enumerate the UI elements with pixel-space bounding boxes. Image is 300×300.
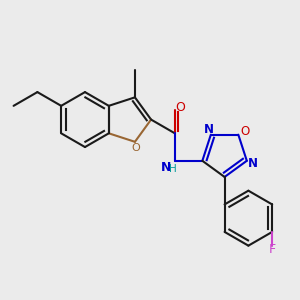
Text: O: O [241,125,250,138]
Text: O: O [131,143,140,153]
Text: H: H [169,164,177,174]
Text: N: N [204,123,214,136]
Text: F: F [268,243,276,256]
Text: N: N [161,161,171,174]
Text: N: N [248,157,258,170]
Text: O: O [175,101,185,115]
